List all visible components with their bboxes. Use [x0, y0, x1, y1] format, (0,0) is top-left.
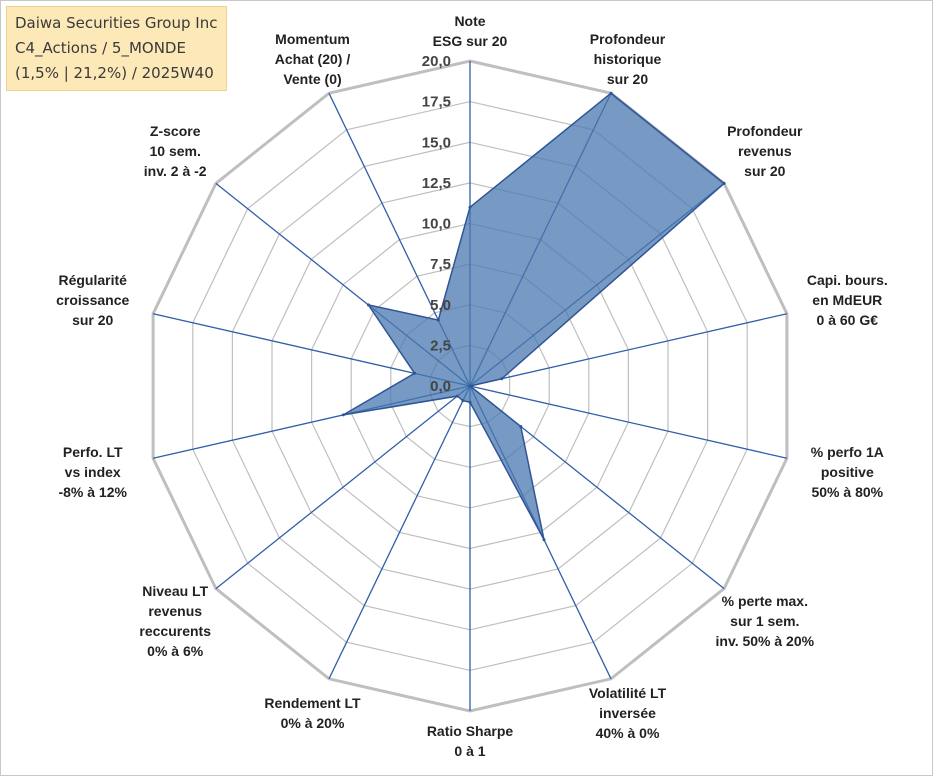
axis-label: Perfo. LT vs index -8% à 12%: [58, 444, 127, 500]
axis-label-line: inv. 50% à 20%: [716, 633, 815, 649]
axis-label-line: reccurents: [139, 623, 211, 639]
axis-label-line: Ratio Sharpe: [427, 723, 514, 739]
data-point: [468, 205, 472, 209]
axis-label-line: % perfo 1A: [811, 444, 884, 460]
axis-label-line: Capi. bours.: [807, 272, 888, 288]
axis-label: Régularité croissance sur 20: [56, 272, 129, 328]
data-point: [413, 371, 417, 375]
axis-label: Ratio Sharpe 0 à 1: [427, 723, 514, 759]
axis-label-line: inversée: [599, 705, 656, 721]
axis-label-line: Profondeur: [727, 123, 803, 139]
data-point: [468, 400, 472, 404]
axis-label-line: inv. 2 à -2: [144, 163, 207, 179]
axis-label-line: positive: [821, 464, 874, 480]
axis-label-line: % perte max.: [722, 593, 808, 609]
axis-label-line: sur 20: [744, 163, 785, 179]
axis-label-line: Rendement LT: [264, 695, 361, 711]
axis-label-line: 0% à 20%: [281, 715, 345, 731]
axis-label-line: Profondeur: [590, 31, 666, 47]
data-series: [341, 91, 726, 542]
data-point: [519, 425, 523, 428]
axis-label-line: 10 sem.: [150, 143, 201, 159]
tick-label: 0,0: [430, 378, 451, 395]
tick-label: 12,5: [422, 175, 451, 192]
axis-label-line: historique: [594, 51, 662, 67]
data-point: [500, 377, 504, 381]
tick-label: 20,0: [422, 53, 451, 70]
axis-spoke: [469, 313, 788, 387]
axis-label: Capi. bours. en MdEUR 0 à 60 G€: [807, 272, 888, 328]
axis-label-line: -8% à 12%: [58, 484, 127, 500]
data-point: [609, 91, 613, 95]
category-label: C4_Actions / 5_MONDE: [15, 39, 186, 57]
axis-label-line: Vente (0): [283, 71, 341, 87]
data-point: [366, 303, 370, 307]
axis-label: Profondeur revenus sur 20: [727, 123, 803, 179]
tick-label: 10,0: [422, 216, 451, 233]
axis-label: % perfo 1A positive 50% à 80%: [811, 444, 884, 500]
axis-label-line: 0 à 1: [454, 743, 485, 759]
range-label: (1,5% | 21,2%) / 2025W40: [15, 64, 214, 82]
axis-label-line: sur 20: [72, 312, 113, 328]
axis-label-line: 40% à 0%: [596, 725, 660, 741]
axis-label: Volatilité LT inversée 40% à 0%: [589, 685, 667, 741]
axis-label-line: ESG sur 20: [433, 33, 508, 49]
axis-label: % perte max. sur 1 sem. inv. 50% à 20%: [716, 593, 815, 649]
axis-label: Niveau LT revenus reccurents 0% à 6%: [139, 583, 211, 659]
axis-label-line: Niveau LT: [142, 583, 208, 599]
axis-label-line: croissance: [56, 292, 129, 308]
axis-label-line: Perfo. LT: [63, 444, 123, 460]
axis-spoke: [469, 385, 788, 459]
axis-label-line: revenus: [148, 603, 202, 619]
tick-label: 7,5: [430, 256, 451, 273]
axis-label-line: 0 à 60 G€: [817, 312, 879, 328]
axis-label-line: 0% à 6%: [147, 643, 204, 659]
tick-label: 15,0: [422, 134, 451, 151]
axis-label: Rendement LT 0% à 20%: [264, 695, 361, 731]
axis-label: Profondeur historique sur 20: [590, 31, 666, 87]
axis-label-line: Momentum: [275, 31, 350, 47]
tick-label: 17,5: [422, 94, 451, 111]
axis-label-line: Z-score: [150, 123, 201, 139]
axis-label: Momentum Achat (20) / Vente (0): [275, 31, 351, 87]
axis-label-line: en MdEUR: [812, 292, 882, 308]
axis-label-line: Achat (20) /: [275, 51, 351, 67]
axis-label-line: sur 1 sem.: [730, 613, 799, 629]
axis-label-line: revenus: [738, 143, 792, 159]
axis-label-line: Volatilité LT: [589, 685, 667, 701]
tick-labels: 0,0 2,5 5,0 7,5 10,0 12,5 15,0 17,5 20,0: [422, 53, 451, 395]
axis-label-line: sur 20: [607, 71, 648, 87]
tick-label: 5,0: [430, 297, 451, 314]
series-area: [342, 92, 726, 541]
axis-label-line: vs index: [65, 464, 121, 480]
data-point: [542, 538, 546, 542]
axis-labels: Note ESG sur 20 Profondeur historique sur 20…: [56, 13, 888, 759]
data-point: [455, 394, 459, 398]
axis-label-line: 50% à 80%: [811, 484, 883, 500]
axis-label: Z-score 10 sem. inv. 2 à -2: [144, 123, 207, 179]
axis-spoke: [215, 385, 471, 590]
company-name: Daiwa Securities Group Inc: [15, 14, 218, 32]
data-point: [722, 181, 726, 185]
data-point: [461, 399, 465, 403]
info-box: Daiwa Securities Group Inc C4_Actions / …: [6, 6, 227, 91]
data-point: [341, 413, 345, 417]
axis-spoke: [328, 385, 471, 680]
axis-label-line: Régularité: [58, 272, 127, 288]
tick-label: 2,5: [430, 337, 451, 354]
axis-label: Note ESG sur 20: [433, 13, 508, 49]
data-point: [436, 318, 440, 322]
axis-label-line: Note: [454, 13, 485, 29]
data-point: [468, 384, 472, 388]
